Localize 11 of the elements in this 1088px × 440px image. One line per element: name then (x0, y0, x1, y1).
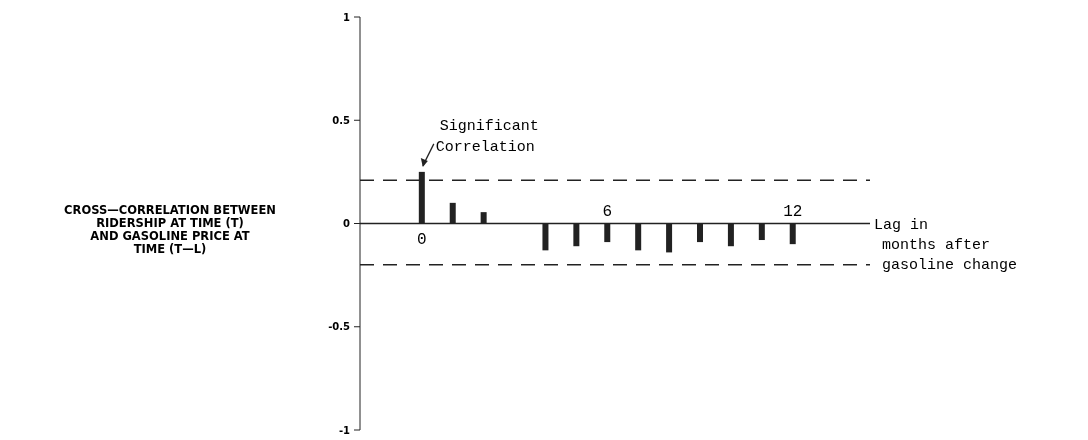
x-tick-label: 6 (602, 202, 613, 221)
y-tick-label: 0.5 (332, 114, 351, 126)
x-tick-label: 12 (783, 202, 803, 221)
x-axis-title: Lag in months after gasoline change (874, 216, 1018, 274)
y-axis-title: CROSS—CORRELATION BETWEEN RIDERSHIP AT TIME (T) AND GASOLINE PRICE AT TIME (T—L) (64, 202, 276, 256)
y-tick-label: -0.5 (328, 321, 351, 333)
annotation: Significant Correlation (435, 117, 539, 156)
annotation: 0 (417, 230, 427, 249)
y-tick-label: -1 (338, 424, 351, 436)
y-tick-label: 0 (343, 218, 351, 229)
y-tick-label: 1 (343, 11, 351, 23)
